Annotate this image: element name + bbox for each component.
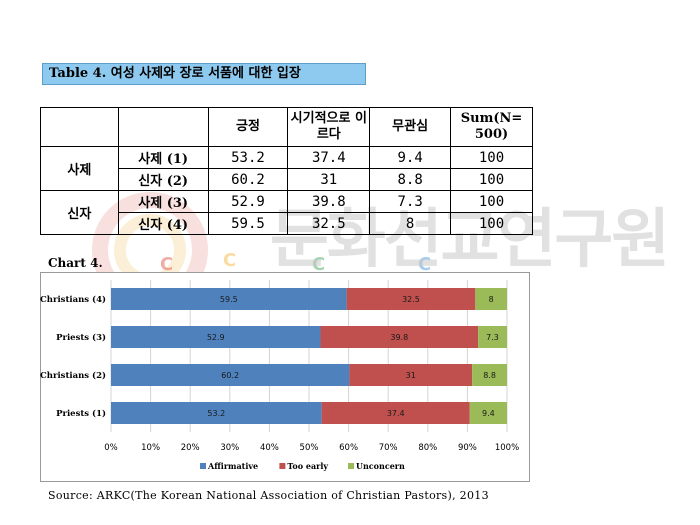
cell-value: 39.8 [287,190,371,213]
cell-value: 37.4 [287,146,371,169]
chart-title: Chart 4. [48,256,103,270]
cell-value: 100 [450,168,533,191]
data-label: 7.3 [486,333,499,342]
stacked-bar-chart: 0% 10% 20% 30% 40% 50% 60% 70% 80% 90% 100% Christi… [40,280,519,471]
bar-segment [111,402,322,424]
bar-segment [321,402,470,424]
header-blank-2 [117,107,209,147]
bar-segment [111,326,321,348]
header-affirmative: 긍정 [207,107,289,147]
x-tick-label: 30% [220,443,239,453]
x-tick-label: 40% [260,443,279,453]
header-sum: Sum(N= 500) [450,107,533,147]
x-tick-label: 80% [418,443,437,453]
x-tick-label: 20% [181,443,200,453]
cell-value: 31 [287,168,371,191]
x-tick-label: 50% [300,443,319,453]
cell-value: 8.8 [369,168,452,191]
group-label-priest: 사제 [40,146,119,191]
bar-segment [111,288,347,310]
y-category-label: Priests (1) [56,408,106,419]
y-category-label: Christians (4) [40,294,106,305]
header-blank-1 [40,107,119,147]
data-label: 9.4 [482,409,495,418]
cell-value: 7.3 [369,190,452,213]
bar-segment [469,402,507,424]
x-tick-label: 0% [104,443,118,453]
legend-swatch [279,463,286,469]
table-row: 신자 (4) 59.5 32.5 8 100 [41,212,533,235]
cell-value: 32.5 [287,212,371,235]
watermark-c-4: C [418,254,432,275]
bar-segment [346,288,476,310]
legend-label: Too early [287,461,328,471]
cell-value: 100 [450,146,533,169]
bar-segment [320,326,479,348]
bar-segment [475,288,507,310]
data-label: 52.9 [207,333,225,342]
legend-swatch [348,463,354,469]
cell-value: 8 [369,212,452,235]
cell-value: 53.2 [207,146,289,169]
data-label: 37.4 [387,409,405,418]
x-tick-label: 10% [141,443,160,453]
table-row: 사제 사제 (1) 53.2 37.4 9.4 100 [40,146,533,191]
data-label: 39.8 [390,333,408,342]
data-label: 8.8 [483,371,496,380]
data-label: 60.2 [221,371,239,380]
bar-segment [349,364,473,386]
row-label: 사제 (1) [117,146,209,169]
bar-segment [478,326,507,348]
watermark-c-1: C [160,254,174,275]
source-note: Source: ARKC(The Korean National Associa… [48,489,489,502]
x-tick-label: 100% [495,443,519,453]
header-unconcern: 무관심 [369,107,452,147]
watermark-c-3: C [312,254,326,275]
row-label: 신자 (2) [117,168,209,191]
legend-label: Affirmative [207,461,258,471]
legend-swatch [200,463,206,469]
x-tick-label: 60% [339,443,358,453]
x-tick-label: 70% [379,443,398,453]
row-label: 사제 (3) [117,190,209,213]
table-title: Table 4. 여성 사제와 장로 서품에 대한 입장 [42,63,366,85]
y-category-label: Christians (2) [40,370,106,381]
cell-value: 100 [450,190,533,213]
cell-value: 60.2 [207,168,289,191]
row-label: 신자 (4) [117,212,209,235]
watermark-c-2: C [223,250,237,271]
data-label: 32.5 [402,295,420,304]
data-label: 31 [406,371,416,380]
cell-value: 52.9 [207,190,289,213]
data-label: 59.5 [220,295,238,304]
table-header-row: 긍정 시기적으로 이르다 무관심 Sum(N= 500) [40,107,533,147]
table-row: 신자 사제 (3) 52.9 39.8 7.3 100 [40,190,533,235]
legend-label: Unconcern [356,461,405,471]
bar-segment [111,364,350,386]
survey-table: 긍정 시기적으로 이르다 무관심 Sum(N= 500) 사제 사제 (1) 5… [40,107,533,235]
cell-value: 9.4 [369,146,452,169]
group-label-believer: 신자 [40,190,119,235]
data-label: 53.2 [207,409,225,418]
cell-value: 59.5 [207,212,289,235]
cell-value: 100 [450,212,533,235]
y-category-label: Priests (3) [56,332,106,343]
data-label: 8 [489,295,494,304]
header-too-early: 시기적으로 이르다 [287,107,371,147]
x-tick-label: 90% [458,443,477,453]
bar-segment [472,364,507,386]
